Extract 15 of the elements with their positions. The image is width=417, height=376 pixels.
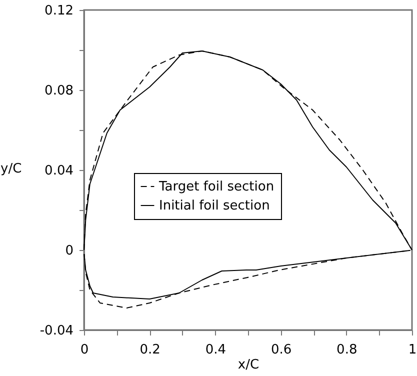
y-tick-label: 0.08 [44, 84, 74, 98]
legend-label: Initial foil section [159, 198, 270, 214]
y-tick-label: 0.04 [44, 164, 74, 178]
legend-label: Target foil section [158, 180, 274, 194]
x-tick-label: 0.8 [336, 342, 358, 358]
y-tick-label: 0 [65, 244, 74, 258]
x-tick-label: 0.4 [205, 342, 226, 358]
y-tick-label: 0.12 [44, 4, 74, 18]
y-axis-title: y/C [0, 162, 22, 176]
x-tick-label: 0 [80, 342, 89, 358]
x-tick-label: 0.2 [140, 342, 160, 358]
x-axis-title: x/C [238, 358, 260, 372]
y-tick-label: -0.04 [40, 324, 74, 338]
x-tick-label: 0.6 [270, 342, 292, 358]
x-tick-label: 1 [408, 342, 417, 358]
